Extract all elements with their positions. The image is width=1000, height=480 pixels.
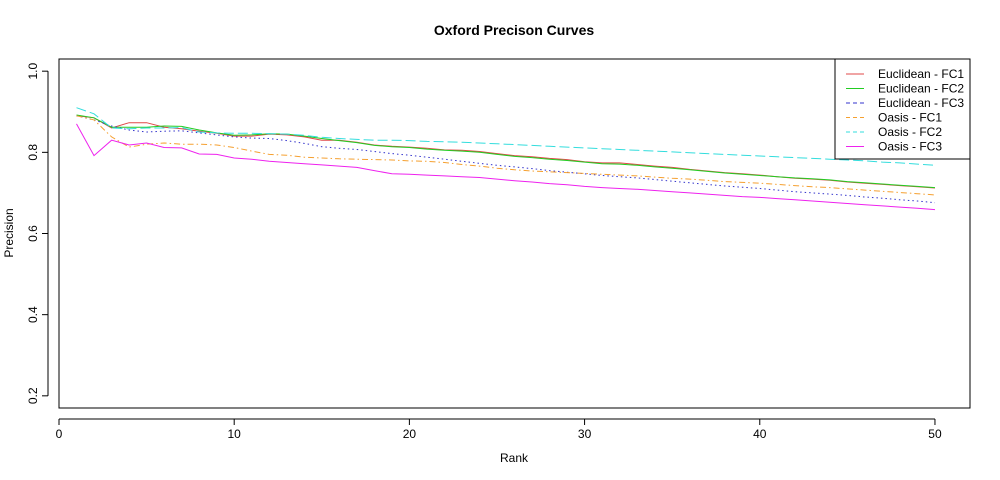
- x-tick-label: 20: [403, 427, 417, 441]
- y-axis-label: Precision: [2, 208, 16, 257]
- x-tick-label: 10: [228, 427, 242, 441]
- y-tick-label: 0.8: [26, 144, 40, 161]
- y-tick-label: 0.2: [26, 387, 40, 404]
- x-axis-label: Rank: [500, 451, 529, 465]
- series-line-3: [76, 115, 936, 204]
- legend-label-6: Oasis - FC3: [878, 140, 942, 154]
- legend-label-2: Euclidean - FC2: [878, 82, 964, 96]
- x-tick-label: 30: [578, 427, 592, 441]
- y-axis: 0.2 0.4 0.6 0.8 1.0: [26, 63, 49, 404]
- y-tick-label: 0.6: [26, 225, 40, 242]
- series-line-6: [76, 123, 936, 211]
- series-layer: [76, 107, 936, 211]
- series-line-4: [76, 115, 936, 196]
- legend-label-1: Euclidean - FC1: [878, 67, 964, 81]
- legend-label-4: Oasis - FC1: [878, 111, 942, 125]
- x-tick-label: 40: [753, 427, 767, 441]
- legend-label-3: Euclidean - FC3: [878, 96, 964, 110]
- plot-area-frame: [58, 58, 971, 409]
- x-axis: 0 10 20 30 40 50: [56, 418, 942, 441]
- series-line-2: [76, 114, 936, 189]
- series-line-1: [76, 115, 936, 189]
- legend-label-5: Oasis - FC2: [878, 125, 942, 139]
- series-line-5: [76, 107, 936, 166]
- legend-box: [834, 58, 971, 160]
- chart-title: Oxford Precison Curves: [434, 22, 594, 38]
- y-tick-label: 1.0: [26, 63, 40, 80]
- y-tick-label: 0.4: [26, 306, 40, 323]
- x-tick-label: 50: [928, 427, 942, 441]
- x-tick-label: 0: [56, 427, 63, 441]
